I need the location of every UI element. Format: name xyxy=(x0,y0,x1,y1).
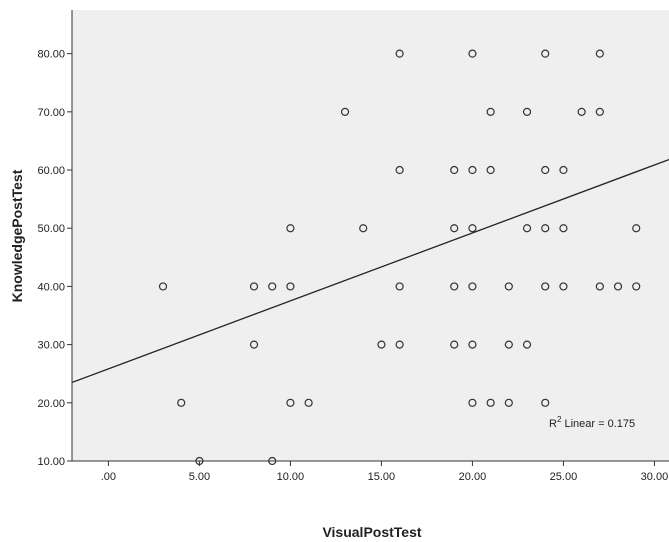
x-tick-label: 30.00 xyxy=(641,471,669,483)
y-tick-label: 80.00 xyxy=(37,49,65,61)
data-point xyxy=(286,282,295,291)
data-point xyxy=(468,165,477,175)
x-axis-ticks: .00 5.00 10.00 15.00 20.00 25.00 30.00 xyxy=(101,461,668,483)
data-point xyxy=(177,398,186,407)
data-point xyxy=(559,282,568,291)
y-tick-label: 50.00 xyxy=(37,223,65,235)
data-point xyxy=(504,282,513,291)
data-point xyxy=(158,282,168,291)
data-point xyxy=(595,107,604,116)
data-point xyxy=(468,398,477,407)
y-tick-label: 20.00 xyxy=(37,398,65,410)
x-tick-label: 25.00 xyxy=(550,471,578,483)
data-point xyxy=(595,282,604,291)
data-point xyxy=(450,165,459,175)
data-point xyxy=(504,340,513,349)
x-tick-label: 10.00 xyxy=(277,471,305,483)
data-point xyxy=(377,340,386,349)
data-point xyxy=(541,282,550,291)
data-point xyxy=(595,49,604,58)
r-squared-text: Linear = 0.175 xyxy=(561,418,635,430)
r-squared-prefix: R xyxy=(549,418,557,430)
data-point xyxy=(559,224,568,233)
data-point xyxy=(541,165,550,175)
data-point xyxy=(286,224,295,233)
y-axis-title: KnowledgePostTest xyxy=(9,169,25,302)
regression-line xyxy=(71,158,669,384)
data-point xyxy=(359,224,368,233)
x-tick-label: .00 xyxy=(101,471,116,483)
data-point xyxy=(613,282,623,291)
data-point xyxy=(541,398,550,407)
y-tick-label: 70.00 xyxy=(37,107,65,119)
data-point xyxy=(468,282,477,291)
data-point xyxy=(450,224,459,233)
y-tick-label: 60.00 xyxy=(37,165,65,177)
data-point xyxy=(486,107,495,116)
data-point xyxy=(486,165,495,175)
data-point xyxy=(268,282,277,291)
x-axis-title: VisualPostTest xyxy=(322,524,421,540)
data-point xyxy=(522,224,532,233)
y-tick-label: 40.00 xyxy=(37,281,65,293)
data-point xyxy=(395,340,404,349)
data-point xyxy=(249,282,259,291)
data-point xyxy=(577,107,586,116)
fit-line-layer xyxy=(71,158,669,384)
data-point xyxy=(450,340,459,349)
x-tick-label: 5.00 xyxy=(189,471,210,483)
data-point xyxy=(522,107,532,116)
y-axis-ticks: 10.00 20.00 30.00 40.00 50.00 60.00 70.00 80.00 xyxy=(37,49,72,468)
plot-area xyxy=(72,10,669,461)
x-tick-label: 20.00 xyxy=(459,471,487,483)
data-point xyxy=(395,165,404,175)
y-tick-label: 30.00 xyxy=(37,340,65,352)
data-point xyxy=(541,49,550,58)
data-point xyxy=(395,282,404,291)
data-point xyxy=(522,340,532,349)
data-point xyxy=(541,224,550,233)
data-point xyxy=(504,398,513,407)
data-point xyxy=(632,282,641,291)
data-point xyxy=(486,398,495,407)
data-point xyxy=(559,165,568,175)
data-point xyxy=(286,398,295,407)
r-squared-annotation: R2 Linear = 0.175 xyxy=(549,415,635,430)
y-tick-label: 10.00 xyxy=(37,456,65,468)
data-point xyxy=(395,49,404,58)
data-point xyxy=(468,224,477,233)
data-point xyxy=(632,224,641,233)
r-squared-superscript: 2 xyxy=(557,415,562,424)
data-point xyxy=(249,340,259,349)
data-point xyxy=(468,340,477,349)
data-point xyxy=(468,49,477,58)
points-layer xyxy=(158,49,641,466)
x-tick-label: 15.00 xyxy=(368,471,396,483)
data-point xyxy=(450,282,459,291)
data-point xyxy=(304,398,313,407)
data-point xyxy=(340,107,350,116)
